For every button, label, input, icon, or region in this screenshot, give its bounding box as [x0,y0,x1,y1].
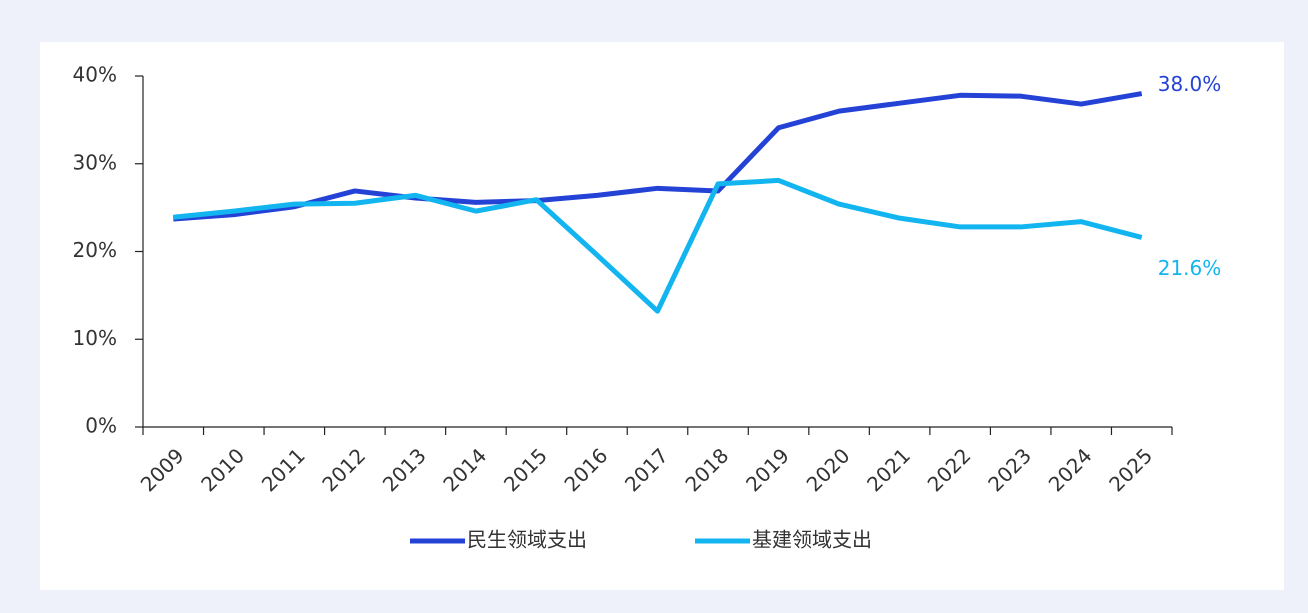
data-label: 38.0% [1158,72,1222,96]
y-tick-label: 30% [73,150,117,174]
y-tick-label: 40% [73,63,117,87]
y-tick-label: 20% [73,238,117,262]
line-series [173,177,1143,314]
legend-label: 基建领域支出 [752,528,872,552]
legend-label: 民生领域支出 [467,528,587,552]
data-label: 21.6% [1158,256,1222,280]
y-tick-label: 10% [73,326,117,350]
y-tick-label: 0% [85,414,117,438]
panel [40,42,1284,590]
line-series [173,91,1143,222]
